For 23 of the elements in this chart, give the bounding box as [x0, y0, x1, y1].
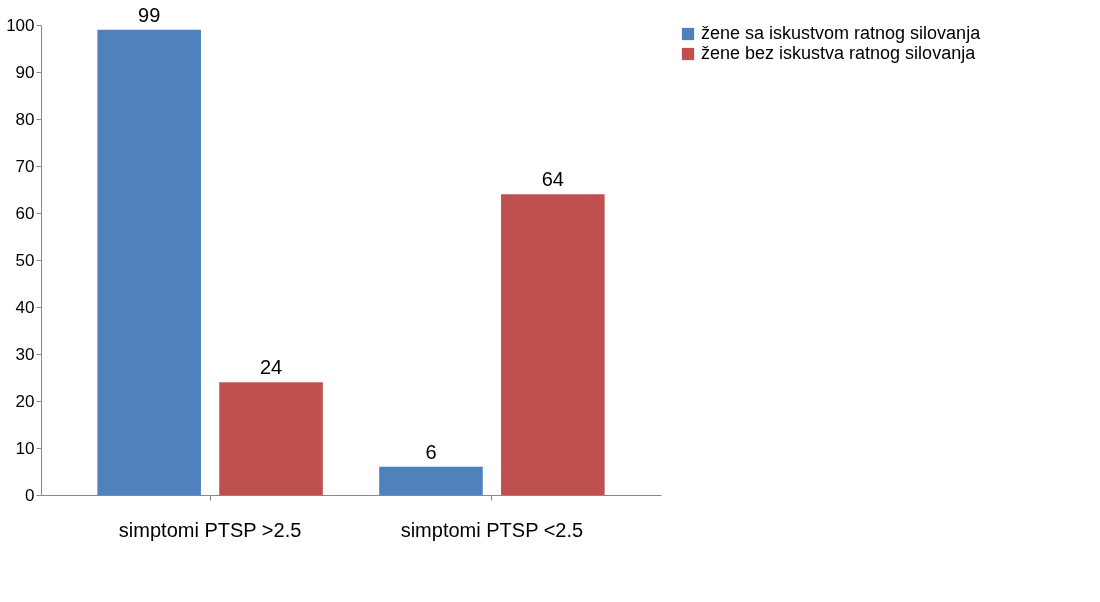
y-tick-label: 90 — [15, 62, 35, 82]
y-tick-label: 60 — [15, 203, 35, 223]
y-tick-label: 40 — [15, 297, 35, 317]
bar — [219, 382, 323, 495]
data-label: 64 — [541, 168, 564, 191]
bar — [379, 466, 483, 495]
y-tick-label: 80 — [15, 109, 35, 129]
data-label: 6 — [425, 440, 437, 463]
y-tick-label: 30 — [15, 344, 35, 364]
legend-label: žene bez iskustva ratnog silovanja — [701, 43, 977, 63]
x-tick-label: simptomi PTSP <2.5 — [400, 518, 584, 541]
y-tick-label: 70 — [15, 156, 35, 176]
y-tick-label: 50 — [15, 250, 35, 270]
y-tick-label: 0 — [25, 485, 35, 505]
bar — [501, 194, 605, 495]
y-tick-label: 10 — [15, 438, 35, 458]
y-tick-label: 20 — [15, 391, 35, 411]
x-tick-label: simptomi PTSP >2.5 — [118, 518, 302, 541]
y-tick-label: 100 — [6, 15, 35, 35]
data-label: 24 — [259, 356, 283, 379]
bar — [97, 29, 201, 495]
legend-label: žene sa iskustvom ratnog silovanja — [701, 23, 982, 43]
data-label: 99 — [138, 3, 161, 26]
